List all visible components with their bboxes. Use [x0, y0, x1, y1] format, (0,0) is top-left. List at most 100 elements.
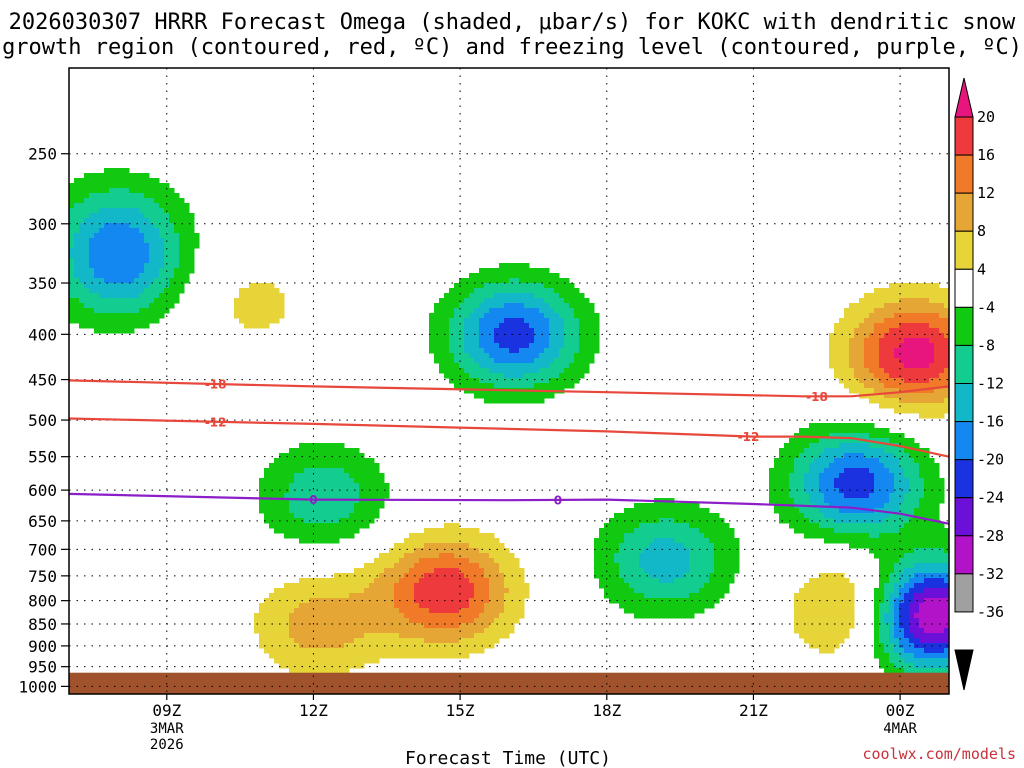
omega-cell	[514, 618, 520, 624]
omega-cell	[319, 498, 325, 504]
omega-cell	[819, 603, 825, 609]
omega-cell	[494, 363, 500, 369]
omega-cell	[939, 578, 945, 584]
omega-cell	[849, 498, 855, 504]
omega-cell	[894, 363, 900, 369]
omega-cell	[924, 493, 930, 499]
omega-cell	[374, 588, 380, 594]
omega-cell	[869, 453, 875, 459]
omega-cell	[84, 238, 90, 244]
omega-cell	[184, 258, 190, 264]
omega-cell	[904, 493, 910, 499]
omega-cell	[934, 358, 940, 364]
omega-cell	[809, 628, 815, 634]
omega-cell	[69, 218, 75, 224]
omega-cell	[484, 358, 490, 364]
omega-cell	[409, 568, 415, 574]
omega-cell	[124, 233, 130, 239]
omega-cell	[264, 303, 270, 309]
omega-cell	[494, 308, 500, 314]
omega-cell	[584, 303, 590, 309]
omega-cell	[914, 488, 920, 494]
omega-cell	[699, 593, 705, 599]
omega-cell	[489, 273, 495, 279]
omega-cell	[429, 558, 435, 564]
omega-cell	[904, 308, 910, 314]
omega-cell	[334, 533, 340, 539]
omega-cell	[894, 518, 900, 524]
omega-cell	[839, 498, 845, 504]
omega-cell	[469, 583, 475, 589]
omega-cell	[939, 303, 945, 309]
omega-cell	[944, 593, 949, 599]
omega-cell	[154, 278, 160, 284]
omega-cell	[89, 183, 95, 189]
omega-cell	[889, 538, 895, 544]
omega-cell	[829, 623, 835, 629]
omega-cell	[194, 243, 200, 249]
omega-cell	[584, 343, 590, 349]
omega-cell	[99, 283, 105, 289]
omega-cell	[114, 193, 120, 199]
omega-cell	[584, 333, 590, 339]
omega-cell	[849, 348, 855, 354]
omega-cell	[939, 623, 945, 629]
omega-cell	[614, 523, 620, 529]
omega-cell	[799, 488, 805, 494]
omega-cell	[379, 563, 385, 569]
omega-cell	[879, 438, 885, 444]
omega-cell	[839, 473, 845, 479]
omega-cell	[824, 523, 830, 529]
omega-cell	[169, 248, 175, 254]
omega-cell	[474, 283, 480, 289]
omega-cell	[814, 483, 820, 489]
omega-cell	[874, 393, 880, 399]
omega-cell	[929, 373, 935, 379]
omega-cell	[484, 593, 490, 599]
omega-cell	[919, 373, 925, 379]
omega-cell	[814, 583, 820, 589]
omega-cell	[819, 583, 825, 589]
omega-cell	[94, 183, 100, 189]
omega-cell	[464, 568, 470, 574]
omega-cell	[279, 473, 285, 479]
omega-cell	[664, 533, 670, 539]
omega-cell	[894, 593, 900, 599]
omega-cell	[934, 503, 940, 509]
omega-cell	[329, 603, 335, 609]
omega-cell	[74, 293, 80, 299]
omega-cell	[789, 448, 795, 454]
omega-cell	[794, 498, 800, 504]
omega-cell	[464, 583, 470, 589]
omega-cell	[549, 298, 555, 304]
omega-cell	[939, 348, 945, 354]
omega-cell	[359, 618, 365, 624]
omega-cell	[924, 333, 930, 339]
omega-cell	[339, 468, 345, 474]
omega-cell	[384, 598, 390, 604]
omega-cell	[534, 358, 540, 364]
omega-cell	[179, 208, 185, 214]
omega-cell	[364, 568, 370, 574]
omega-cell	[319, 463, 325, 469]
omega-cell	[479, 548, 485, 554]
omega-cell	[464, 378, 470, 384]
omega-cell	[84, 293, 90, 299]
omega-cell	[704, 508, 710, 514]
omega-cell	[234, 308, 240, 314]
omega-cell	[349, 583, 355, 589]
omega-cell	[799, 608, 805, 614]
omega-cell	[654, 543, 660, 549]
omega-cell	[109, 268, 115, 274]
omega-cell	[159, 208, 165, 214]
omega-cell	[714, 543, 720, 549]
omega-cell	[874, 333, 880, 339]
omega-cell	[794, 623, 800, 629]
omega-cell	[404, 558, 410, 564]
omega-cell	[934, 318, 940, 324]
omega-cell	[579, 368, 585, 374]
omega-cell	[804, 533, 810, 539]
omega-cell	[189, 223, 195, 229]
omega-cell	[944, 298, 949, 304]
omega-cell	[944, 553, 949, 559]
